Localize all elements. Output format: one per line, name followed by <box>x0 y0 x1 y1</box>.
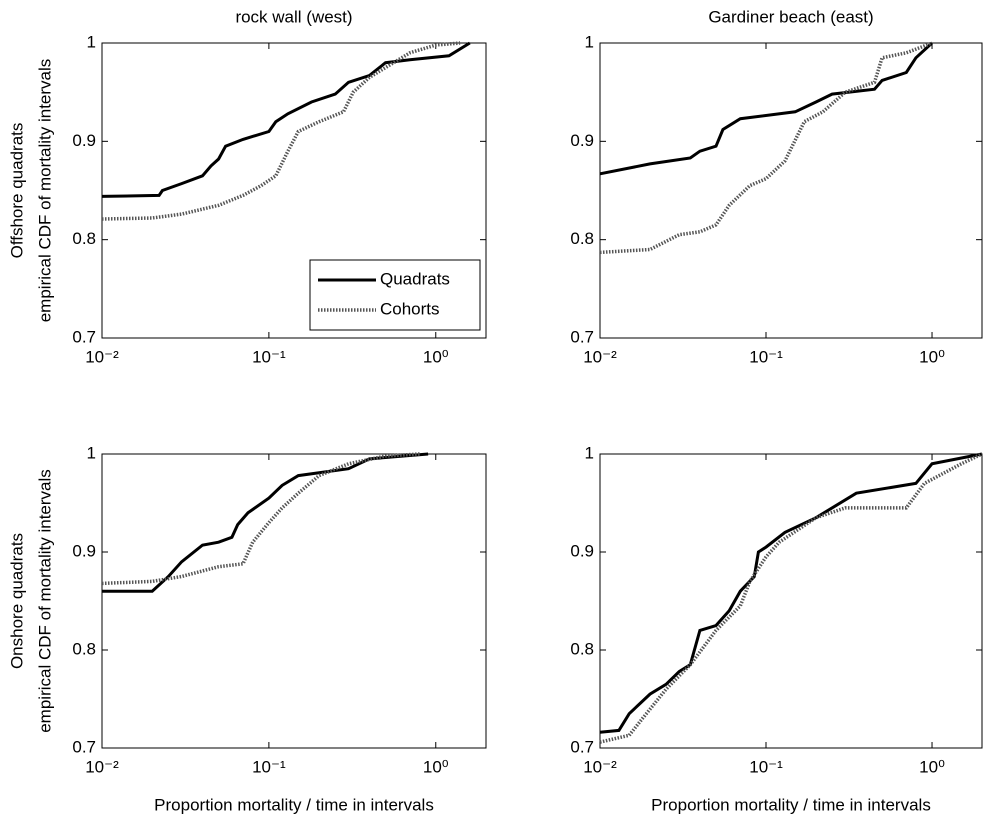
y-tick-label: 0.7 <box>570 737 594 756</box>
x-axis-label: Proportion mortality / time in intervals <box>651 795 931 814</box>
series-line <box>101 41 461 221</box>
series-line <box>599 452 983 744</box>
legend-label: Cohorts <box>380 299 440 318</box>
y-tick-label: 0.9 <box>570 131 594 150</box>
x-axis-label: Proportion mortality / time in intervals <box>154 795 434 814</box>
legend-box <box>309 259 481 331</box>
legend-label: Quadrats <box>380 269 450 288</box>
y-axis-label: empirical CDF of mortality intervals <box>35 469 54 733</box>
y-tick-label: 0.7 <box>570 327 594 346</box>
x-tick-label: 10⁻¹ <box>252 757 286 776</box>
x-tick-label: 10⁰ <box>423 347 449 366</box>
x-tick-label: 10⁻¹ <box>252 347 286 366</box>
x-tick-label: 10⁻² <box>583 757 617 776</box>
series-line <box>599 41 933 255</box>
y-tick-label: 1 <box>585 443 594 462</box>
y-axis-label: empirical CDF of mortality intervals <box>35 59 54 323</box>
y-axis-label: Onshore quadrats <box>7 533 26 669</box>
series-line <box>599 452 983 734</box>
plot-area <box>599 42 983 339</box>
x-tick-label: 10⁻¹ <box>749 757 783 776</box>
x-tick-label: 10⁻² <box>85 757 119 776</box>
y-tick-label: 1 <box>87 443 96 462</box>
x-tick-label: 10⁰ <box>919 757 945 776</box>
chart-title: rock wall (west) <box>235 7 352 26</box>
plot-area <box>101 453 487 749</box>
y-tick-label: 1 <box>87 32 96 51</box>
y-tick-label: 0.9 <box>570 541 594 560</box>
y-tick-label: 0.8 <box>72 639 96 658</box>
x-tick-label: 10⁻² <box>583 347 617 366</box>
x-tick-label: 10⁰ <box>919 347 945 366</box>
plot-area <box>599 453 983 749</box>
y-tick-label: 0.8 <box>72 229 96 248</box>
y-axis-label: Offshore quadrats <box>7 123 26 259</box>
y-tick-label: 0.8 <box>570 229 594 248</box>
y-tick-label: 0.9 <box>72 131 96 150</box>
x-tick-label: 10⁰ <box>423 757 449 776</box>
y-tick-label: 0.7 <box>72 327 96 346</box>
y-tick-label: 0.7 <box>72 737 96 756</box>
x-tick-label: 10⁻² <box>85 347 119 366</box>
y-tick-label: 1 <box>585 32 594 51</box>
chart-title: Gardiner beach (east) <box>708 7 873 26</box>
series-line <box>101 41 471 198</box>
x-tick-label: 10⁻¹ <box>749 347 783 366</box>
y-tick-label: 0.9 <box>72 541 96 560</box>
y-tick-label: 0.8 <box>570 639 594 658</box>
series-line <box>599 41 934 176</box>
